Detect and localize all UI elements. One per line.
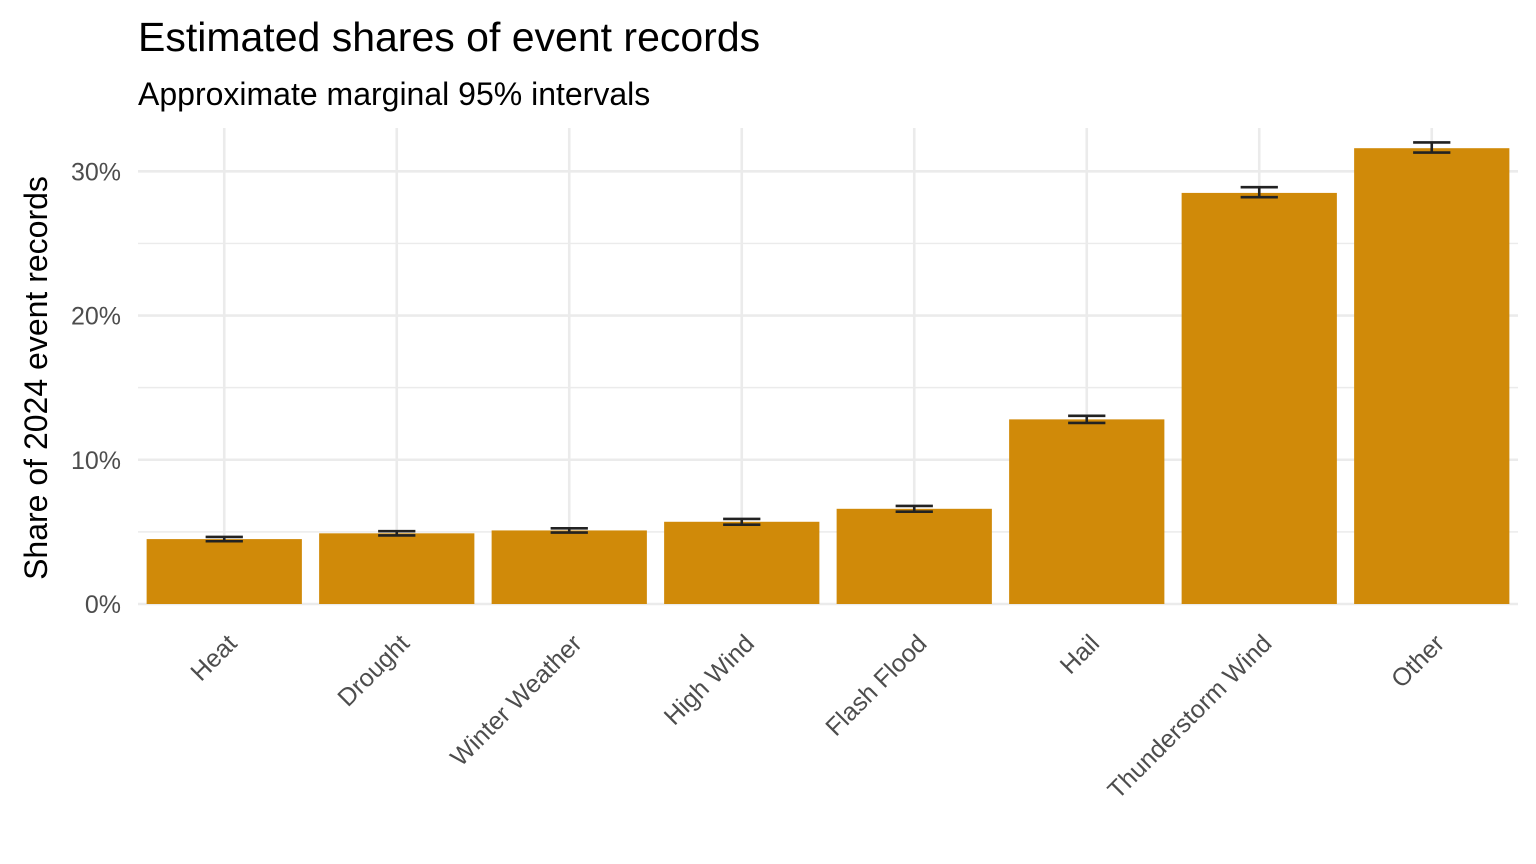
y-tick-label: 30%	[71, 158, 121, 186]
bar	[146, 539, 302, 604]
bar	[1009, 419, 1165, 604]
x-tick-label: Heat	[185, 629, 242, 686]
error-bar	[723, 517, 761, 526]
bars	[146, 148, 1510, 604]
x-tick-label: Other	[1386, 629, 1450, 693]
x-tick-label: Winter Weather	[445, 629, 587, 771]
x-tick-label: Thunderstorm Wind	[1102, 629, 1277, 804]
y-axis-label: Share of 2024 event records	[18, 176, 54, 580]
x-tick-label: High Wind	[659, 629, 760, 730]
bar	[1354, 148, 1510, 604]
error-bar	[1068, 414, 1106, 425]
error-bar	[550, 526, 588, 534]
error-bar	[895, 504, 933, 513]
bar	[836, 508, 992, 604]
error-bar	[1240, 185, 1278, 199]
chart-subtitle: Approximate marginal 95% intervals	[138, 76, 650, 112]
bar	[319, 533, 475, 604]
error-bar	[1413, 141, 1451, 154]
error-bar	[205, 535, 243, 543]
y-tick-label: 10%	[71, 447, 121, 475]
x-axis-ticks: Heat Drought Winter Weather High Wind Flash …	[185, 629, 1450, 804]
x-tick-label: Hail	[1055, 629, 1105, 679]
x-tick-label: Drought	[332, 629, 415, 712]
bar	[1181, 192, 1337, 604]
error-bars	[205, 141, 1451, 543]
error-bar	[378, 529, 416, 537]
bar	[664, 521, 820, 604]
y-axis-ticks: 0% 10% 20% 30%	[71, 158, 121, 619]
y-tick-label: 20%	[71, 303, 121, 331]
x-tick-label: Flash Flood	[820, 629, 932, 741]
y-tick-label: 0%	[85, 591, 121, 619]
chart-title: Estimated shares of event records	[138, 14, 760, 60]
bar	[491, 530, 647, 604]
